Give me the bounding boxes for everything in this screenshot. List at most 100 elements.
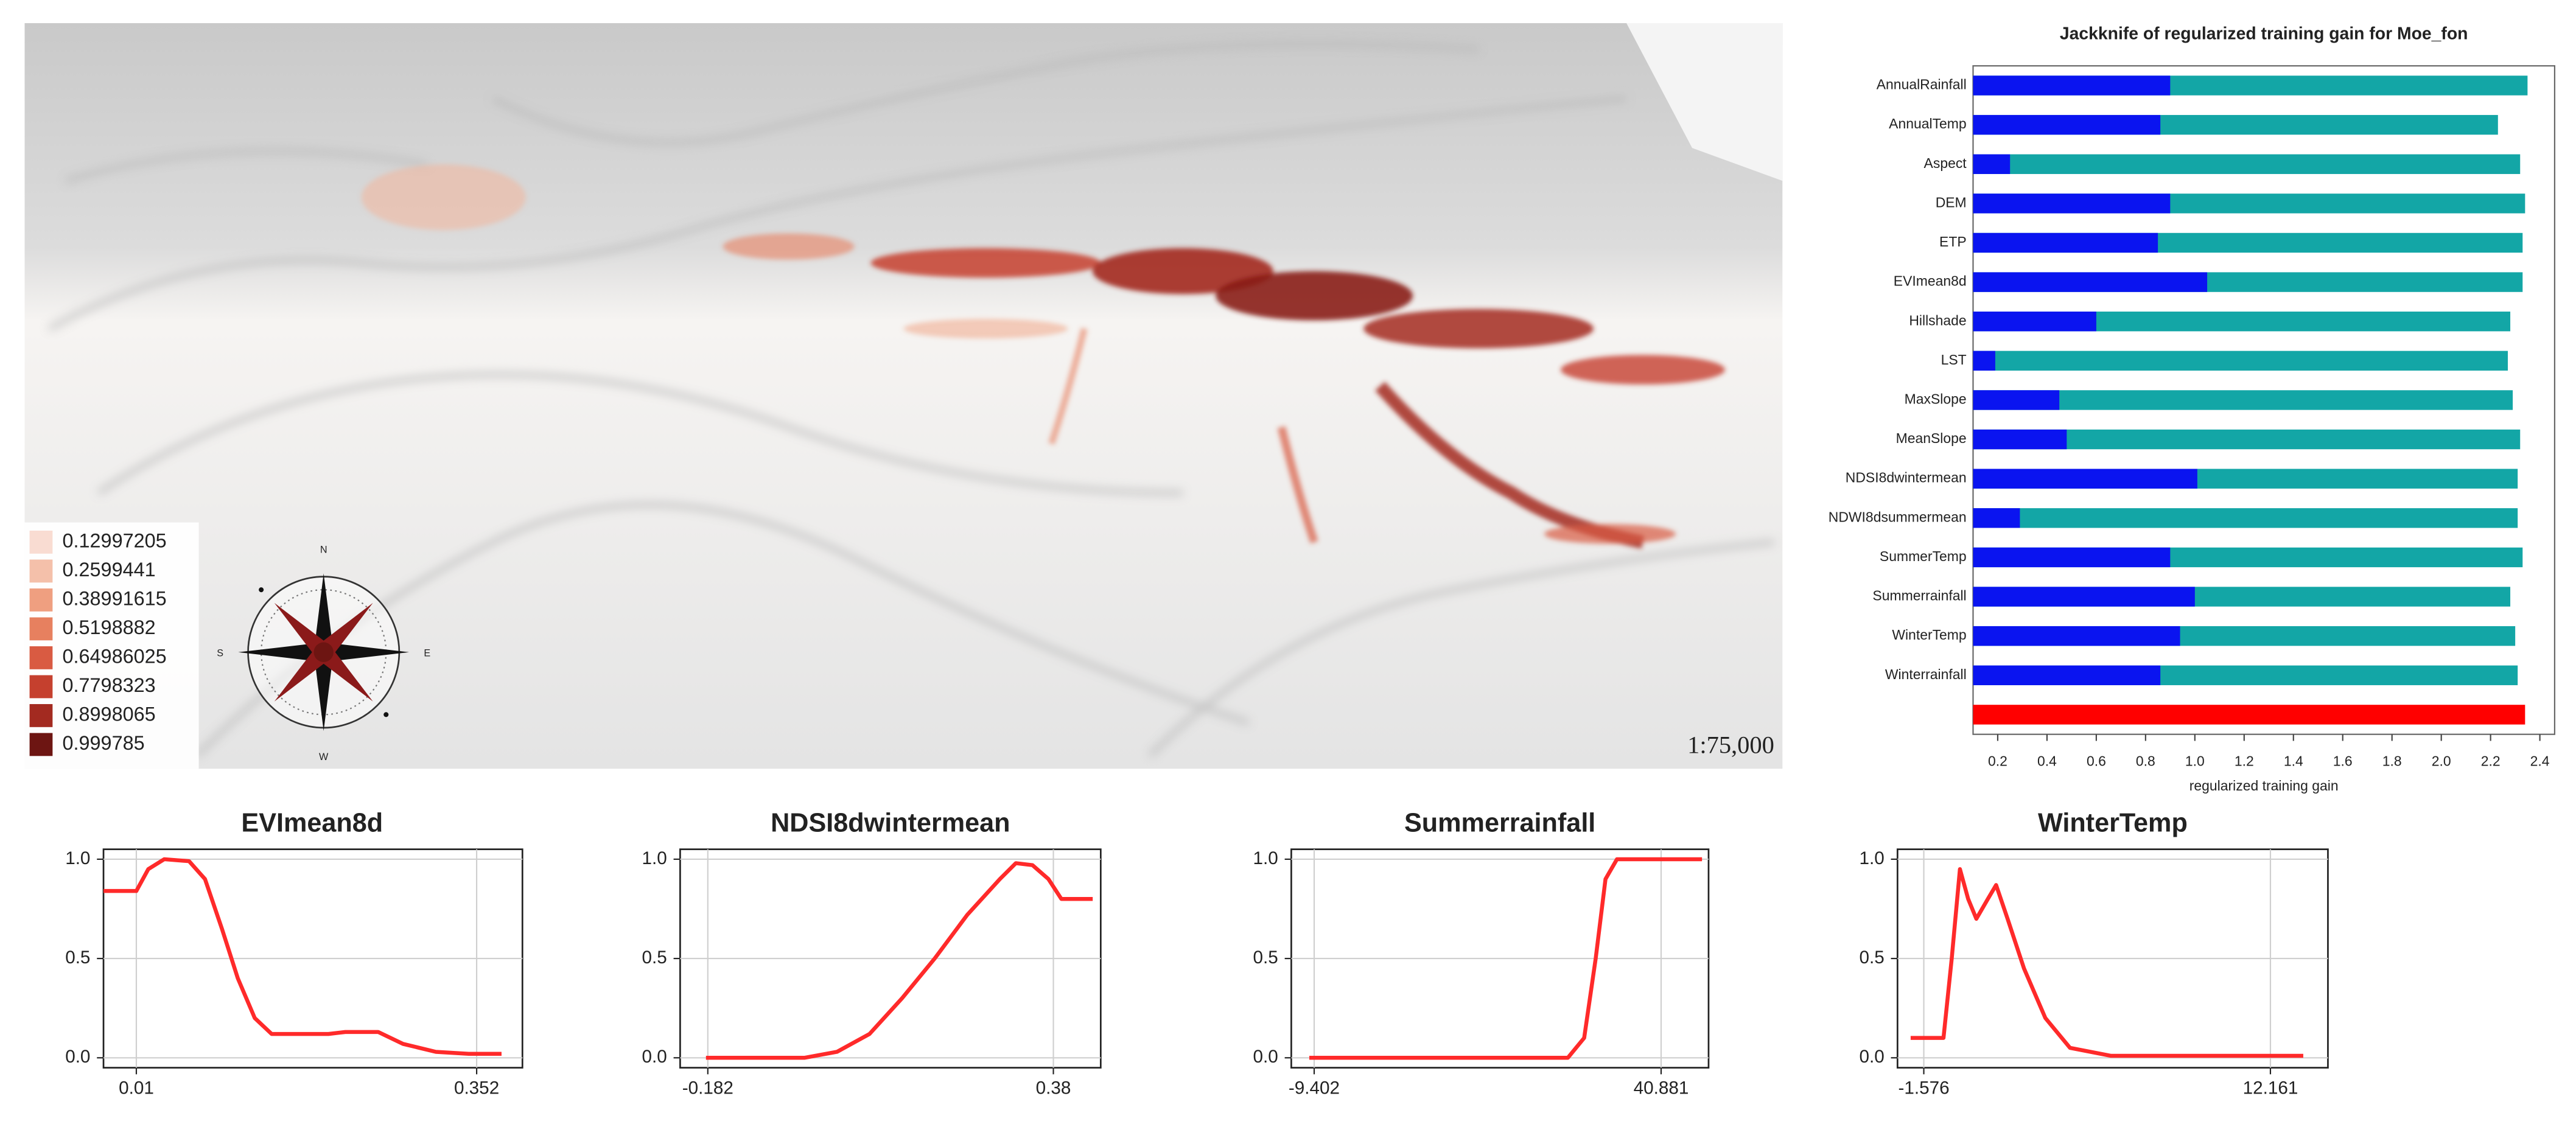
- response-curve: [103, 857, 502, 1056]
- y-tick-label: 0.0: [65, 1047, 90, 1067]
- bar: [1973, 390, 2060, 410]
- bar: [1973, 75, 2171, 96]
- bar: [1973, 390, 2513, 410]
- legend-swatch: [29, 646, 53, 669]
- response-curve: [705, 861, 1093, 1060]
- y-tick-label: 0.5: [65, 947, 90, 968]
- y-tick-label: MeanSlope: [1896, 430, 1967, 446]
- y-tick-label: 1.0: [1253, 848, 1278, 868]
- chart-title: Summerrainfall: [1404, 809, 1595, 838]
- bar: [1973, 154, 2521, 174]
- x-tick-label: 0.6: [2087, 753, 2106, 769]
- x-tick-label: -0.182: [682, 1078, 733, 1098]
- response-curve: [1309, 857, 1703, 1060]
- background: [1626, 23, 1783, 181]
- y-tick-label: 1.0: [65, 848, 90, 868]
- y-tick-label: WinterTemp: [1892, 627, 1966, 643]
- x-tick-label: 0.2: [1988, 753, 2007, 769]
- chart-title: Jackknife of regularized training gain f…: [2060, 24, 2468, 43]
- y-tick-label: AnnualTemp: [1889, 116, 1967, 131]
- legend-label: 0.64986025: [63, 645, 167, 667]
- compass-label: N: [320, 545, 327, 556]
- legend-label: 0.7798323: [63, 674, 156, 696]
- x-tick-label: 0.4: [2037, 753, 2057, 769]
- y-tick-label: SummerTemp: [1880, 548, 1967, 564]
- x-tick-label: 0.38: [1036, 1078, 1071, 1098]
- compass: [238, 573, 410, 731]
- y-tick-label: 0.0: [1253, 1047, 1278, 1067]
- bar: [1973, 351, 1995, 371]
- y-tick-label: NDSI8dwintermean: [1846, 470, 1967, 486]
- chart-title: WinterTemp: [2038, 809, 2188, 838]
- x-tick-label: 1.4: [2284, 753, 2303, 769]
- x-tick-label: 0.01: [119, 1078, 154, 1098]
- bar: [1973, 114, 2161, 135]
- bar: [1973, 232, 2158, 253]
- legend-label: 0.999785: [63, 732, 145, 754]
- legend-label: 0.2599441: [63, 559, 156, 581]
- y-tick-label: DEM: [1936, 194, 1967, 210]
- legend-label: 0.12997205: [63, 529, 167, 551]
- ridges: [48, 41, 1775, 758]
- y-tick-label: AnnualRainfall: [1877, 77, 1967, 92]
- compass-label: W: [319, 752, 329, 762]
- bar: [1973, 547, 2171, 568]
- chart-title: NDSI8dwintermean: [771, 809, 1010, 838]
- bar: [1973, 705, 2525, 725]
- legend-swatch: [29, 559, 53, 583]
- x-tick-label: 2.2: [2481, 753, 2501, 769]
- bar: [1973, 194, 2171, 214]
- y-tick-label: ETP: [1939, 234, 1967, 249]
- x-tick-label: 2.4: [2530, 753, 2550, 769]
- y-tick-label: Summerrainfall: [1872, 588, 1966, 604]
- y-tick-label: MaxSlope: [1905, 391, 1967, 407]
- bar: [1973, 429, 2067, 450]
- x-tick-label: -1.576: [1898, 1078, 1949, 1098]
- x-tick-label: 2.0: [2432, 753, 2451, 769]
- compass-label: E: [424, 648, 430, 659]
- map-scale: 1:75,000: [1687, 731, 1774, 759]
- y-tick-label: EVImean8d: [1894, 273, 1967, 289]
- x-tick-label: -9.402: [1289, 1078, 1340, 1098]
- suitability-patches: [361, 164, 1725, 549]
- bar: [1973, 469, 2197, 489]
- x-tick-label: 0.352: [454, 1078, 499, 1098]
- y-tick-label: 1.0: [1859, 848, 1884, 868]
- legend-label: 0.38991615: [63, 587, 167, 609]
- compass-label: S: [217, 648, 223, 659]
- x-tick-label: 1.0: [2185, 753, 2205, 769]
- legend: 0.12997205 0.2599441 0.38991615 0.5198882 0.…: [29, 529, 167, 756]
- bar: [1973, 508, 2020, 528]
- x-tick-label: 12.161: [2243, 1078, 2298, 1098]
- legend-swatch: [29, 588, 53, 612]
- legend-label: 0.8998065: [63, 703, 156, 725]
- x-tick-label: 1.8: [2382, 753, 2402, 769]
- chart-title: EVImean8d: [241, 809, 383, 838]
- y-tick-label: 1.0: [642, 848, 667, 868]
- bar: [1973, 312, 2096, 332]
- x-tick-label: 0.8: [2136, 753, 2155, 769]
- bar: [1973, 272, 2208, 292]
- y-tick-label: 0.5: [642, 947, 667, 968]
- legend-swatch: [29, 675, 53, 699]
- x-axis-label: regularized training gain: [2189, 778, 2339, 794]
- bar: [1973, 154, 2011, 174]
- legend-label: 0.5198882: [63, 616, 156, 638]
- x-tick-label: 40.881: [1634, 1078, 1689, 1098]
- legend-box: [24, 522, 199, 769]
- y-tick-label: 0.5: [1859, 947, 1884, 968]
- legend-swatch: [29, 704, 53, 727]
- y-tick-label: LST: [1941, 352, 1967, 368]
- legend-swatch: [29, 617, 53, 641]
- y-tick-label: Hillshade: [1909, 312, 1966, 328]
- bar: [1973, 626, 2180, 646]
- y-tick-label: 0.5: [1253, 947, 1278, 968]
- y-tick-label: 0.0: [1859, 1047, 1884, 1067]
- bar: [1973, 587, 2195, 607]
- y-tick-label: NDWI8dsummermean: [1829, 509, 1967, 525]
- legend-swatch: [29, 531, 53, 554]
- x-tick-label: 1.2: [2235, 753, 2254, 769]
- y-tick-label: Winterrainfall: [1885, 666, 1967, 682]
- response-curve: [1910, 867, 2303, 1058]
